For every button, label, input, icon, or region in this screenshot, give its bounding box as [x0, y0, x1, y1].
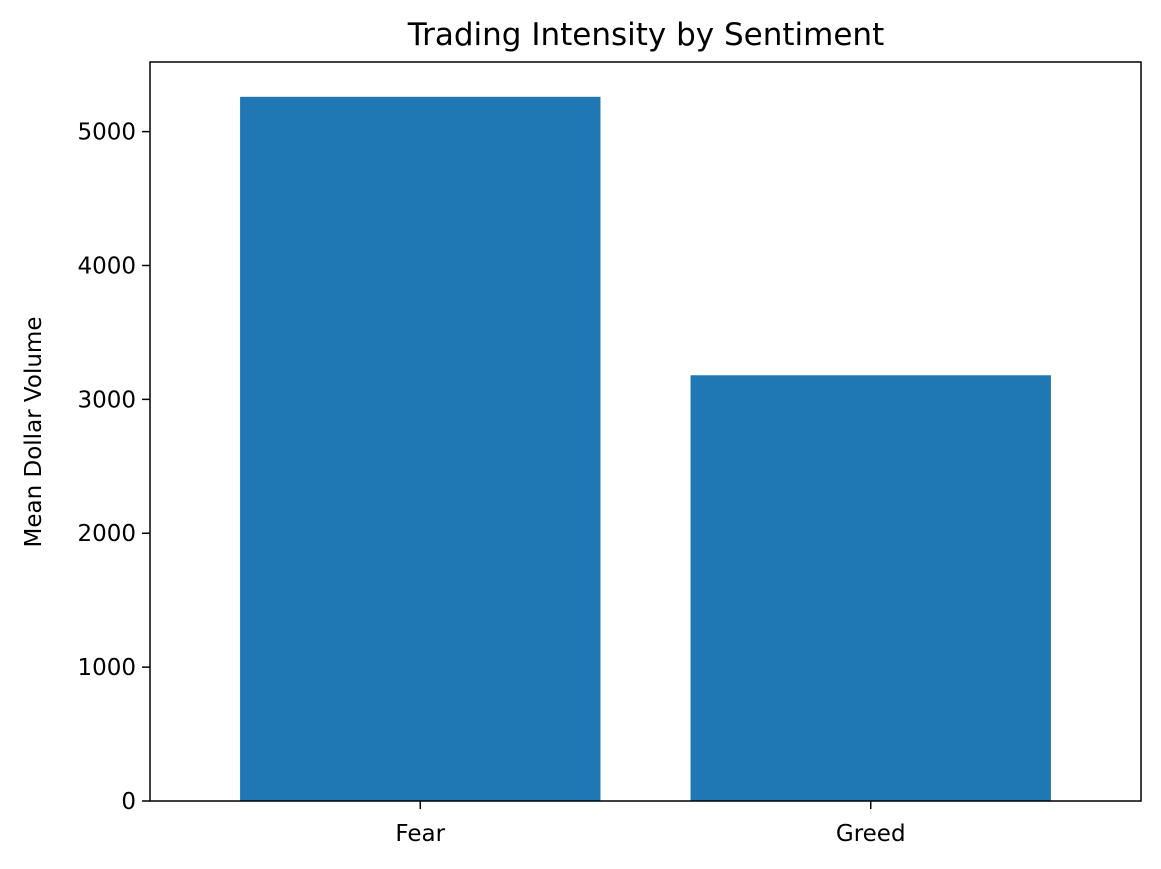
y-tick-label: 4000	[77, 253, 136, 279]
chart-title: Trading Intensity by Sentiment	[407, 17, 885, 53]
bars-layer	[240, 96, 1051, 801]
x-tick-label: Greed	[836, 821, 906, 847]
y-tick-label: 1000	[77, 655, 136, 681]
bar-greed	[690, 375, 1051, 801]
y-tick-label: 3000	[77, 387, 136, 413]
bar-fear	[240, 96, 601, 801]
y-tick-label: 2000	[77, 521, 136, 547]
x-tick-label: Fear	[395, 821, 445, 847]
plot-frame	[149, 61, 1142, 802]
axes-layer: Fear Greed 0 1000 2000 3000 4000 5000	[77, 61, 1142, 847]
y-axis-label: Mean Dollar Volume	[21, 317, 47, 548]
y-tick-label: 5000	[77, 120, 136, 146]
y-tick-label: 0	[121, 789, 136, 815]
